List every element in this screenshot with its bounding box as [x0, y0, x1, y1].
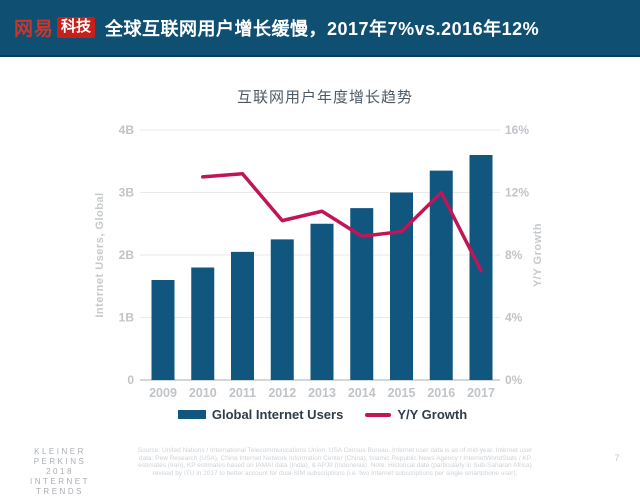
line-series-label: Y/Y Growth [397, 407, 468, 422]
right-axis-tick: 8% [505, 248, 523, 262]
yy-growth-line [201, 172, 483, 273]
header-bar: 网易 科技 全球互联网用户增长缓慢，2017年7%vs.2016年12% [0, 0, 640, 57]
bar-2010 [191, 267, 215, 380]
x-axis-label-2011: 2011 [229, 386, 256, 400]
x-axis-label-2012: 2012 [268, 386, 296, 400]
x-axis-label-2010: 2010 [189, 386, 217, 400]
bar-2011 [231, 251, 254, 380]
kleiner-perkins-brand: KLEINER PERKINS 2018 INTERNET TRENDS [8, 447, 112, 497]
line-series-swatch [365, 412, 392, 417]
x-axis-label-2014: 2014 [348, 386, 376, 400]
source-line: estimates (Iran), KP estimates based on … [138, 462, 532, 470]
bar-2013 [310, 223, 334, 380]
left-axis-title: Internet Users, Global [94, 192, 106, 317]
bar-series-label: Global Internet Users [211, 407, 344, 422]
brand-line-2: 2018 [46, 467, 74, 476]
brand-line-1: KLEINER PERKINS [33, 447, 87, 466]
x-axis-label-2013: 2013 [308, 386, 336, 400]
source-line: Source: United Nations / International T… [137, 447, 533, 454]
source-note: Source: United Nations / International T… [125, 447, 545, 477]
article-title: 全球互联网用户增长缓慢，2017年7%vs.2016年12% [105, 18, 540, 39]
brand-line-3: INTERNET TRENDS [30, 477, 90, 496]
right-axis-tick: 4% [505, 311, 523, 325]
right-axis-title: Y/Y Growth [532, 223, 544, 287]
legend-item-line: Y/Y Growth [365, 407, 467, 422]
left-axis-tick: 0 [127, 373, 134, 387]
x-axis-label-2009: 2009 [149, 386, 177, 400]
page-number: 7 [614, 453, 620, 463]
source-line: revised by ITU in 2017 to better account… [152, 469, 518, 477]
bar-2016 [429, 170, 453, 380]
right-axis-tick: 16% [505, 123, 529, 137]
bar-2014 [350, 208, 374, 380]
x-axis-label-2016: 2016 [427, 386, 455, 400]
bar-2012 [270, 239, 294, 380]
bar-series-swatch [177, 410, 206, 419]
bar-2015 [390, 192, 413, 380]
x-axis-label-2017: 2017 [467, 386, 495, 400]
internet-users-growth-chart: 0 0% 1B 4% 2B 8% 3B 12% 4B 16% 2009 2010 2011 2012 201… [94, 123, 544, 400]
chart-title: 互联网用户年度增长趋势 [236, 89, 413, 106]
tech-logo-badge: 科技 [57, 17, 96, 38]
legend-item-bar: Global Internet Users [177, 407, 344, 422]
x-axis-label-2015: 2015 [388, 386, 416, 400]
right-axis-tick: 12% [505, 186, 529, 200]
netease-tech-logo: 网易 科技 [14, 14, 96, 41]
bar-2009 [151, 280, 175, 380]
left-axis-tick: 3B [119, 186, 135, 200]
netease-logo-text: 网易 [14, 19, 55, 40]
left-axis-tick: 2B [119, 248, 135, 262]
left-axis-tick: 1B [119, 311, 135, 325]
source-line: data: Pew Research (USA), China Internet… [138, 454, 532, 462]
left-axis-tick: 4B [119, 123, 135, 137]
right-axis-tick: 0% [505, 373, 523, 387]
chart-legend: Global Internet Users Y/Y Growth [0, 407, 640, 422]
